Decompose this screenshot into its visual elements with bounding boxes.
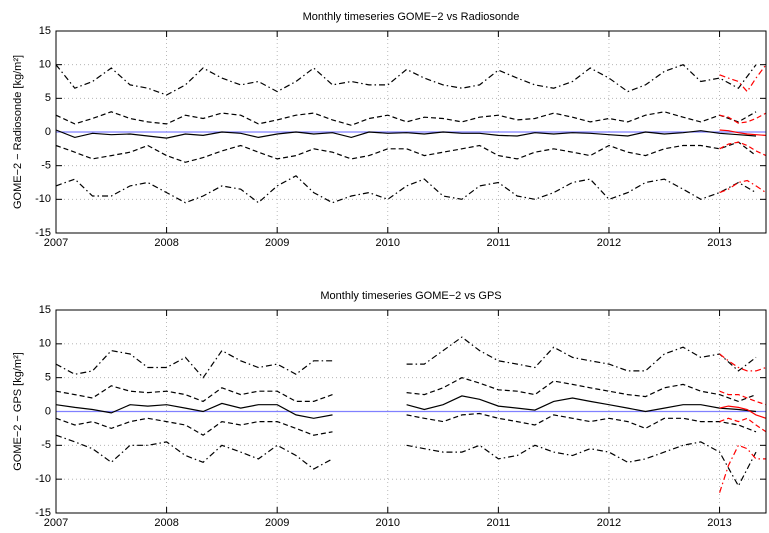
axes-frame: [55, 309, 767, 514]
series-line: [719, 417, 767, 433]
x-tick-label: 2012: [597, 517, 621, 529]
series-line: [55, 336, 757, 379]
y-tick-label: -15: [35, 507, 51, 519]
y-tick-label: 15: [39, 304, 51, 316]
series-line: [719, 390, 767, 406]
y-tick-label: -5: [41, 160, 51, 172]
y-tick-label: -15: [35, 227, 51, 239]
series-line: [55, 175, 757, 204]
series-line: [55, 434, 757, 488]
x-tick-label: 2009: [265, 237, 289, 249]
y-axis-label: GOME−2 − Radiosonde [kg/m²]: [12, 55, 24, 209]
series-line: [55, 111, 757, 126]
x-tick-label: 2009: [265, 517, 289, 529]
subplot: 2007 2008 2009 2010 2011 2012 2013 -15 -10 -5 0 5 10…: [12, 290, 767, 529]
series-line: [719, 141, 767, 157]
series-line: [55, 129, 757, 139]
axes-frame: [55, 30, 767, 234]
y-axis-label: GOME−2 − GPS [kg/m²]: [12, 352, 24, 471]
series-line: [719, 405, 767, 419]
x-tick-label: 2008: [154, 517, 178, 529]
x-tick-label: 2012: [597, 237, 621, 249]
series-line: [55, 141, 757, 163]
y-tick-label: 5: [45, 372, 51, 384]
x-tick-label: 2010: [376, 517, 400, 529]
x-tick-label: 2011: [487, 237, 511, 249]
y-tick-label: 0: [45, 405, 51, 417]
y-tick-label: 15: [39, 25, 51, 37]
subplot: 2007 2008 2009 2010 2011 2012 2013 -15 -10 -5 0 5 10…: [12, 11, 767, 249]
x-tick-label: 2010: [376, 237, 400, 249]
y-tick-label: 10: [39, 59, 51, 71]
x-tick-label: 2011: [487, 517, 511, 529]
series-line: [719, 444, 766, 493]
series-line: [719, 129, 767, 136]
y-tick-label: -10: [35, 193, 51, 205]
series-line: [719, 353, 767, 372]
y-tick-label: 5: [45, 92, 51, 104]
x-tick-label: 2007: [44, 517, 68, 529]
series-line: [55, 377, 757, 403]
chart-title: Monthly timeseries GOME−2 vs GPS: [320, 290, 501, 302]
series-line: [719, 179, 767, 194]
series-line: [55, 395, 757, 419]
y-tick-label: -5: [41, 439, 51, 451]
series-line: [55, 412, 757, 436]
x-tick-label: 2013: [707, 237, 731, 249]
series-line: [719, 112, 767, 124]
x-tick-label: 2008: [154, 237, 178, 249]
x-tick-label: 2013: [707, 517, 731, 529]
x-tick-label: 2007: [44, 237, 68, 249]
y-tick-label: 10: [39, 338, 51, 350]
y-tick-label: -10: [35, 473, 51, 485]
chart-title: Monthly timeseries GOME−2 vs Radiosonde: [303, 11, 520, 23]
y-tick-label: 0: [45, 126, 51, 138]
